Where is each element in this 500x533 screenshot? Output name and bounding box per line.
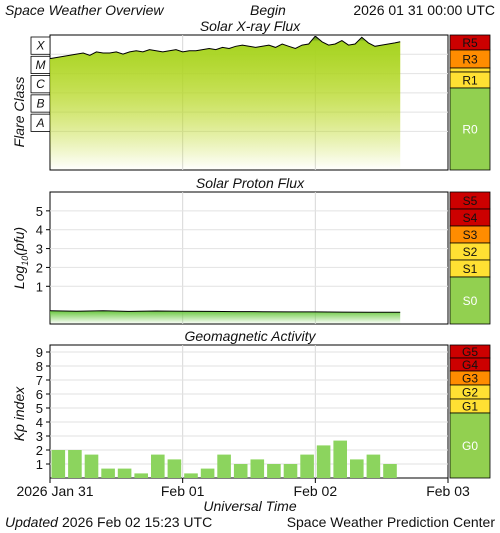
kp-scale-label: G5 xyxy=(462,345,478,359)
proton-y-axis-label: Log10(pfu) xyxy=(11,227,30,289)
kp-y-tick-label: 8 xyxy=(36,359,43,374)
kp-bar xyxy=(200,468,215,478)
xray-scale-label: R0 xyxy=(462,123,478,137)
xray-class-label: A xyxy=(35,116,44,130)
proton-scale-label: S1 xyxy=(463,262,478,276)
x-tick-label: Feb 01 xyxy=(161,483,205,499)
kp-bar xyxy=(101,468,115,478)
xray-class-label: X xyxy=(35,39,45,53)
proton-scale-label: S3 xyxy=(463,228,478,242)
proton-scale-box xyxy=(449,276,491,325)
kp-bar xyxy=(117,468,132,478)
kp-scale-label: G0 xyxy=(462,439,478,453)
geomagnetic-panel-title: Geomagnetic Activity xyxy=(185,328,317,344)
proton-flux-area xyxy=(50,310,401,324)
xray-scale-box xyxy=(449,67,491,73)
kp-bar xyxy=(217,454,231,478)
proton-y-tick-label: 4 xyxy=(36,223,43,238)
kp-bar xyxy=(267,464,281,478)
xray-class-label: M xyxy=(36,58,46,72)
updated-time: 2026 Feb 02 15:23 UTC xyxy=(62,514,212,530)
x-tick-label: Feb 03 xyxy=(426,483,470,499)
kp-y-tick-label: 1 xyxy=(36,457,43,472)
proton-scale-label: S5 xyxy=(463,194,478,208)
x-tick-label: Feb 02 xyxy=(294,483,338,499)
kp-bar xyxy=(84,454,99,478)
kp-y-tick-label: 9 xyxy=(36,345,43,360)
kp-bar xyxy=(184,473,198,478)
kp-bar xyxy=(350,459,364,478)
overview-title: Space Weather Overview xyxy=(5,2,164,18)
kp-y-tick-label: 3 xyxy=(36,429,43,444)
kp-y-axis-label: Kp index xyxy=(11,386,27,441)
proton-y-tick-label: 2 xyxy=(36,260,43,275)
xray-panel-title: Solar X-ray Flux xyxy=(200,18,301,34)
proton-ylabel-sub: 10 xyxy=(20,256,30,266)
proton-scale-label: S4 xyxy=(463,211,478,225)
kp-bar xyxy=(233,464,248,478)
xray-class-label: B xyxy=(36,97,44,111)
xray-class-box xyxy=(30,36,51,55)
xray-scale-box xyxy=(449,87,491,171)
time-axis: 2026 Jan 31 Feb 01 Feb 02 Feb 03 xyxy=(16,478,470,499)
kp-scale-box xyxy=(449,412,491,479)
proton-ylabel-log: Log xyxy=(11,266,27,290)
kp-bar xyxy=(51,450,66,478)
proton-y-tick-label: 1 xyxy=(36,279,43,294)
proton-ylabel-pfu: (pfu) xyxy=(11,227,27,256)
kp-bar xyxy=(333,440,347,478)
begin-time: 2026 01 31 00:00 UTC xyxy=(353,2,495,18)
kp-bar xyxy=(300,454,314,478)
xray-scale-label: R3 xyxy=(462,53,478,67)
proton-scale-label: S0 xyxy=(463,294,478,308)
proton-flux-line xyxy=(49,310,401,313)
xray-scale-label: R5 xyxy=(462,36,478,50)
proton-flux-panel: 1 2 3 4 5 S5 S4 S3 S2 S1 S0 xyxy=(36,191,491,325)
kp-bar xyxy=(167,459,182,478)
kp-y-tick-label: 5 xyxy=(36,401,43,416)
kp-bar xyxy=(151,454,165,478)
proton-y-tick-label: 5 xyxy=(36,204,43,219)
updated-label: Updated xyxy=(5,514,59,530)
kp-y-tick-label: 6 xyxy=(36,387,43,402)
center-name: Space Weather Prediction Center xyxy=(287,514,496,530)
begin-label: Begin xyxy=(250,2,286,18)
proton-plot-frame xyxy=(49,191,449,325)
kp-bar xyxy=(383,464,397,478)
xray-flux-line xyxy=(49,35,401,60)
kp-bar xyxy=(134,473,148,478)
kp-bar xyxy=(283,464,298,478)
kp-y-tick-label: 7 xyxy=(36,373,43,388)
kp-scale-label: G4 xyxy=(462,358,478,372)
xray-class-label: C xyxy=(36,77,45,91)
xray-scale-label: R1 xyxy=(462,74,478,88)
x-tick-label: 2026 Jan 31 xyxy=(16,483,93,499)
xray-background-area xyxy=(50,36,401,170)
proton-panel-title: Solar Proton Flux xyxy=(196,175,305,191)
kp-y-tick-label: 4 xyxy=(36,415,43,430)
proton-scale-label: S2 xyxy=(463,245,478,259)
kp-bar xyxy=(366,454,381,478)
kp-scale-label: G3 xyxy=(462,372,478,386)
kp-y-tick-label: 2 xyxy=(36,443,43,458)
kp-bar xyxy=(316,445,331,478)
kp-plot-frame xyxy=(49,344,449,479)
kp-bar xyxy=(68,450,82,478)
kp-scale-label: G2 xyxy=(462,386,478,400)
kp-scale-label: G1 xyxy=(462,400,478,414)
kp-bar xyxy=(250,459,265,478)
xray-y-axis-label: Flare Class xyxy=(11,77,27,148)
proton-y-tick-label: 3 xyxy=(36,242,43,257)
x-axis-label: Universal Time xyxy=(203,498,296,514)
